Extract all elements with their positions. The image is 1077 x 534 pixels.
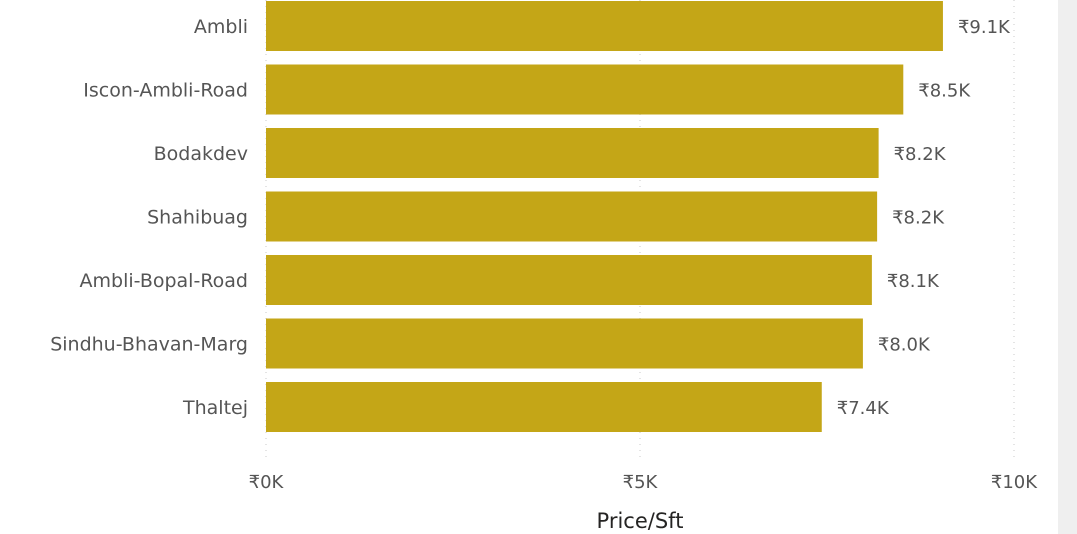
bar[interactable] xyxy=(266,191,878,242)
data-label: ₹8.5K xyxy=(918,81,971,102)
category-label: Iscon-Ambli-Road xyxy=(83,80,248,102)
x-tick-label: ₹0K xyxy=(249,472,285,493)
x-axis-ticks: ₹0K ₹5K ₹10K xyxy=(249,472,1039,493)
category-label: Sindhu-Bhavan-Marg xyxy=(50,334,248,356)
data-label: ₹7.4K xyxy=(837,398,890,419)
bar[interactable] xyxy=(266,1,943,51)
scrollbar-track[interactable] xyxy=(1058,0,1077,534)
x-axis-title: Price/Sft xyxy=(597,509,684,533)
category-label: Shahibuag xyxy=(147,207,248,229)
bar[interactable] xyxy=(266,128,879,178)
data-label: ₹8.2K xyxy=(892,208,945,229)
category-label: Bodakdev xyxy=(154,143,248,165)
data-label: ₹8.0K xyxy=(878,335,931,356)
category-label: Ambli xyxy=(194,16,248,38)
category-label: Thaltej xyxy=(182,397,248,419)
bar[interactable] xyxy=(266,318,863,369)
bar[interactable] xyxy=(266,255,872,305)
category-label: Ambli-Bopal-Road xyxy=(80,270,248,292)
category-labels: Ambli Iscon-Ambli-Road Bodakdev Shahibuag Am… xyxy=(50,16,248,419)
x-tick-label: ₹10K xyxy=(991,472,1038,493)
data-label: ₹8.1K xyxy=(887,271,940,292)
data-labels: ₹9.1K ₹8.5K ₹8.2K ₹8.2K ₹8.1K ₹8.0K ₹7.4K xyxy=(837,17,1011,419)
bars xyxy=(266,1,943,432)
bar[interactable] xyxy=(266,64,904,115)
x-tick-label: ₹5K xyxy=(623,472,659,493)
data-label: ₹9.1K xyxy=(958,17,1011,38)
bar[interactable] xyxy=(266,382,822,432)
data-label: ₹8.2K xyxy=(894,144,947,165)
